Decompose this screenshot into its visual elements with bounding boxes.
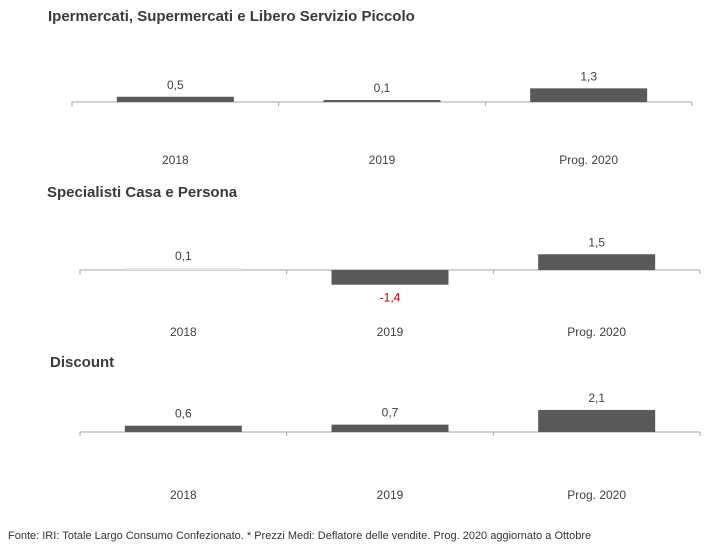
bar-chart-specialisti: 0,1 2018 -1,4 2019 1,5 Prog. 2020 (79, 235, 701, 339)
bar-prog-2020 (530, 88, 648, 102)
data-label: 0,5 (167, 78, 184, 92)
data-label: 0,7 (382, 406, 399, 420)
category-label: Prog. 2020 (567, 488, 626, 502)
bar-prog-2020 (538, 409, 656, 432)
data-label: 2,1 (588, 391, 605, 405)
bar-2019 (323, 100, 441, 102)
chart-title-ipermercati: Ipermercati, Supermercati e Libero Servi… (48, 8, 415, 25)
bar-2018 (124, 425, 242, 432)
data-label: 0,6 (175, 407, 192, 421)
data-label: 0,1 (175, 249, 192, 263)
category-label: 2018 (170, 488, 197, 502)
category-label: 2019 (369, 153, 396, 167)
bar-2018 (124, 268, 242, 270)
bar-prog-2020 (538, 254, 656, 270)
category-label: 2019 (377, 488, 404, 502)
chart-title-discount: Discount (50, 354, 115, 371)
category-label: Prog. 2020 (567, 325, 626, 339)
data-label: 1,3 (580, 69, 597, 83)
data-label: 0,1 (374, 81, 391, 95)
category-label: 2018 (162, 153, 189, 167)
source-footnote: Fonte: IRI: Totale Largo Consumo Confezi… (8, 530, 592, 542)
bar-2019 (331, 424, 449, 432)
bar-2018 (116, 96, 234, 102)
bar-2019 (331, 270, 449, 285)
data-label: -1,4 (380, 291, 401, 305)
data-label: 1,5 (588, 235, 605, 249)
bar-chart-ipermercati: 0,5 2018 0,1 2019 1,3 Prog. 2020 (71, 69, 693, 167)
bar-chart-discount: 0,6 2018 0,7 2019 2,1 Prog. 2020 (79, 391, 701, 502)
category-label: 2019 (377, 325, 404, 339)
chart-title-specialisti: Specialisti Casa e Persona (47, 184, 238, 201)
category-label: Prog. 2020 (559, 153, 618, 167)
category-label: 2018 (170, 325, 197, 339)
